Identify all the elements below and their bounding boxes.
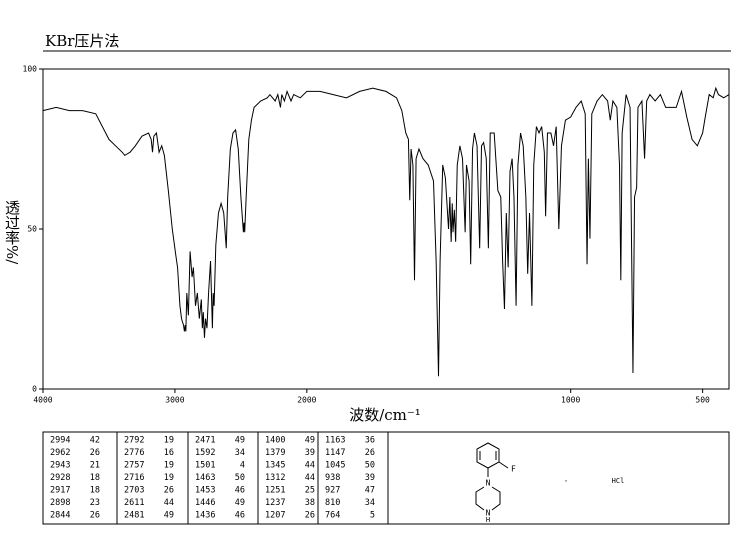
peak-wavenumber: 2994 bbox=[50, 436, 70, 446]
table-dividers bbox=[116, 432, 389, 524]
peak-wavenumber: 1463 bbox=[195, 473, 215, 483]
peak-wavenumber: 1045 bbox=[325, 461, 345, 471]
spectrum-line bbox=[42, 86, 730, 377]
peak-wavenumber: 1163 bbox=[325, 436, 345, 446]
plot-frame bbox=[42, 68, 730, 390]
salt-dot: · bbox=[564, 477, 569, 486]
peak-transmittance: 36 bbox=[365, 436, 375, 446]
structure-bonds bbox=[475, 442, 509, 511]
peak-wavenumber: 2928 bbox=[50, 473, 70, 483]
peak-transmittance: 19 bbox=[164, 461, 174, 471]
peak-wavenumber: 764 bbox=[325, 511, 340, 521]
peak-transmittance: 46 bbox=[235, 486, 245, 496]
atom-label: N bbox=[486, 479, 491, 488]
peak-transmittance: 18 bbox=[90, 486, 100, 496]
peak-wavenumber: 810 bbox=[325, 498, 340, 508]
x-tick-label: 1000 bbox=[561, 396, 580, 405]
peak-wavenumber: 1592 bbox=[195, 448, 215, 458]
peak-transmittance: 19 bbox=[164, 473, 174, 483]
peak-transmittance: 49 bbox=[235, 498, 245, 508]
peak-transmittance: 42 bbox=[90, 436, 100, 446]
peak-transmittance: 5 bbox=[370, 511, 375, 521]
peak-transmittance: 47 bbox=[365, 486, 375, 496]
peak-wavenumber: 2962 bbox=[50, 448, 70, 458]
peak-wavenumber: 1453 bbox=[195, 486, 215, 496]
peak-wavenumber: 1446 bbox=[195, 498, 215, 508]
peak-wavenumber: 1251 bbox=[265, 486, 285, 496]
peak-transmittance: 39 bbox=[365, 473, 375, 483]
peak-transmittance: 26 bbox=[90, 448, 100, 458]
peak-transmittance: 49 bbox=[305, 436, 315, 446]
y-tick-label: 50 bbox=[27, 225, 37, 234]
peak-transmittance: 26 bbox=[365, 448, 375, 458]
peak-transmittance: 46 bbox=[235, 511, 245, 521]
peak-transmittance: 39 bbox=[305, 448, 315, 458]
peak-wavenumber: 1400 bbox=[265, 436, 285, 446]
peak-transmittance: 25 bbox=[305, 486, 315, 496]
y-tick-label: 0 bbox=[32, 385, 37, 394]
peak-wavenumber: 2898 bbox=[50, 498, 70, 508]
peak-transmittance: 34 bbox=[235, 448, 245, 458]
peak-wavenumber: 1345 bbox=[265, 461, 285, 471]
peak-wavenumber: 927 bbox=[325, 486, 340, 496]
peak-transmittance: 23 bbox=[90, 498, 100, 508]
peak-wavenumber: 2776 bbox=[124, 448, 144, 458]
y-axis-label: 透过率%/ bbox=[3, 200, 21, 265]
peak-transmittance: 44 bbox=[305, 461, 315, 471]
peak-wavenumber: 2917 bbox=[50, 486, 70, 496]
peak-wavenumber: 938 bbox=[325, 473, 340, 483]
atom-label: H bbox=[486, 516, 490, 524]
peak-transmittance: 26 bbox=[90, 511, 100, 521]
x-axis-label: 波数/cm⁻¹ bbox=[349, 406, 421, 424]
peak-transmittance: 34 bbox=[365, 498, 375, 508]
peak-transmittance: 44 bbox=[164, 498, 174, 508]
x-tick-label: 500 bbox=[695, 396, 710, 405]
peak-wavenumber: 1501 bbox=[195, 461, 215, 471]
peak-wavenumber: 2471 bbox=[195, 436, 215, 446]
peak-wavenumber: 2481 bbox=[124, 511, 144, 521]
peak-wavenumber: 1436 bbox=[195, 511, 215, 521]
salt-label: HCl bbox=[612, 477, 625, 485]
peak-wavenumber: 1207 bbox=[265, 511, 285, 521]
peak-wavenumber: 1379 bbox=[265, 448, 285, 458]
peak-wavenumber: 2943 bbox=[50, 461, 70, 471]
peak-transmittance: 18 bbox=[90, 473, 100, 483]
peak-transmittance: 50 bbox=[365, 461, 375, 471]
peak-transmittance: 49 bbox=[164, 511, 174, 521]
peak-transmittance: 26 bbox=[164, 486, 174, 496]
peak-wavenumber: 2792 bbox=[124, 436, 144, 446]
x-tick-label: 2000 bbox=[297, 396, 316, 405]
peak-transmittance: 19 bbox=[164, 436, 174, 446]
peak-wavenumber: 2716 bbox=[124, 473, 144, 483]
x-tick-label: 3000 bbox=[165, 396, 184, 405]
chart-title: KBr压片法 bbox=[45, 32, 119, 50]
y-tick-label: 100 bbox=[23, 65, 38, 74]
peak-transmittance: 44 bbox=[305, 473, 315, 483]
peak-transmittance: 16 bbox=[164, 448, 174, 458]
peak-transmittance: 38 bbox=[305, 498, 315, 508]
atom-label: F bbox=[511, 465, 516, 474]
atom-label: N bbox=[486, 509, 491, 518]
peak-wavenumber: 2611 bbox=[124, 498, 144, 508]
peak-wavenumber: 2703 bbox=[124, 486, 144, 496]
peak-wavenumber: 2844 bbox=[50, 511, 70, 521]
x-tick-label: 4000 bbox=[33, 396, 52, 405]
peak-wavenumber: 1237 bbox=[265, 498, 285, 508]
peak-transmittance: 26 bbox=[305, 511, 315, 521]
peak-wavenumber: 1147 bbox=[325, 448, 345, 458]
peak-transmittance: 21 bbox=[90, 461, 100, 471]
peak-table-frame bbox=[42, 431, 730, 525]
peak-transmittance: 50 bbox=[235, 473, 245, 483]
peak-wavenumber: 1312 bbox=[265, 473, 285, 483]
peak-wavenumber: 2757 bbox=[124, 461, 144, 471]
peak-transmittance: 4 bbox=[240, 461, 245, 471]
peak-transmittance: 49 bbox=[235, 436, 245, 446]
